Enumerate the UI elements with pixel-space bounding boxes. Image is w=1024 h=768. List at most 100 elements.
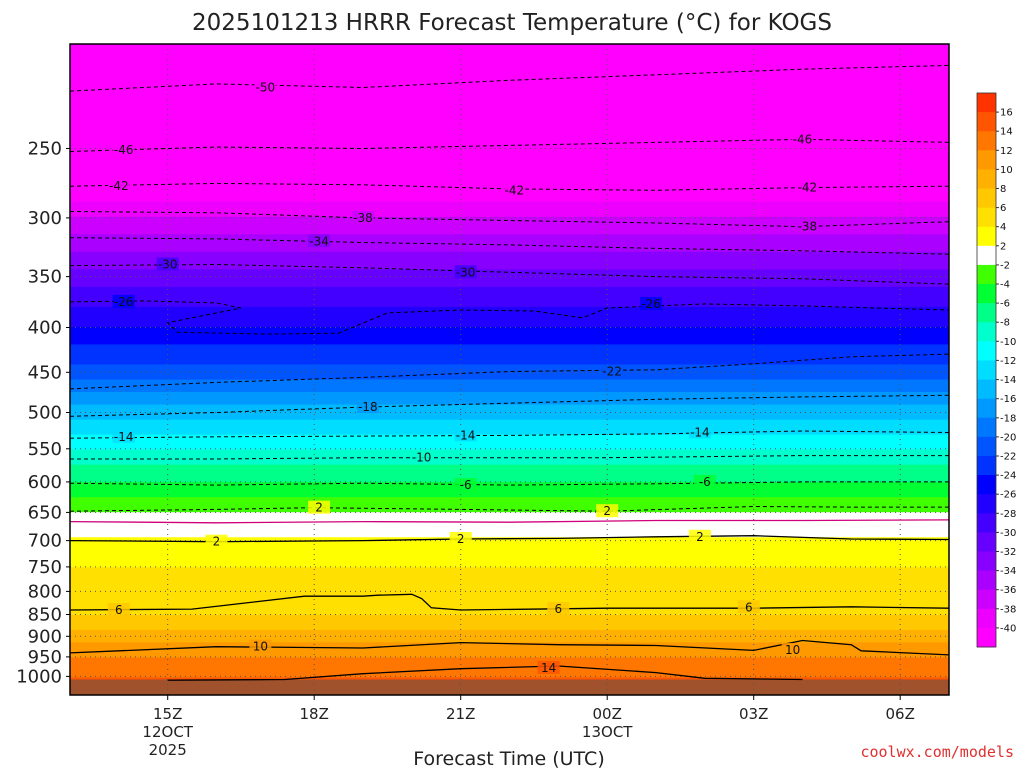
contour-label-bg — [537, 660, 560, 674]
y-tick-label: 400 — [28, 318, 62, 339]
band-cell — [70, 254, 949, 258]
band-cell — [70, 259, 949, 263]
band-cell — [70, 459, 949, 463]
colorbar-label: -32 — [1000, 547, 1016, 558]
band-cell — [70, 649, 949, 654]
band-cell — [70, 174, 949, 178]
band-cell — [70, 314, 949, 318]
band-cell — [70, 472, 949, 476]
colorbar-swatch — [977, 455, 996, 476]
band-cell — [70, 374, 949, 378]
band-cell — [70, 281, 949, 285]
band-cell — [70, 637, 949, 641]
band-cell — [70, 582, 949, 586]
band-cell — [70, 79, 949, 83]
band-cell — [70, 657, 949, 661]
colorbar-swatch — [977, 131, 996, 151]
band-cell — [70, 214, 949, 218]
x-tick-sublabel: 13OCT — [582, 723, 633, 741]
colorbar-swatch — [977, 494, 996, 514]
band-cell — [70, 61, 949, 65]
colorbar-swatch — [977, 551, 996, 571]
colorbar-swatch — [977, 188, 996, 209]
band-cell — [70, 467, 949, 471]
colorbar-swatch — [977, 93, 996, 113]
contour-label-bg — [205, 534, 228, 548]
band-cell — [70, 59, 949, 63]
band-cell — [70, 489, 949, 493]
colorbar-swatch — [977, 112, 996, 132]
contour-label-bg — [796, 219, 819, 233]
band-cell — [70, 564, 949, 568]
contour-label-bg — [640, 296, 663, 310]
band-cell — [70, 494, 949, 498]
band-cell — [70, 437, 949, 441]
band-cell — [70, 532, 949, 536]
colorbar-label: -4 — [1000, 280, 1010, 291]
band-cell — [70, 632, 949, 636]
colorbar-swatch — [977, 608, 996, 629]
band-cell — [70, 584, 949, 588]
contour-label-bg — [454, 428, 477, 442]
band-cell — [70, 131, 949, 135]
colorbar-label: -26 — [1000, 490, 1016, 501]
contour-label-bg — [454, 265, 477, 279]
contour-label: 6 — [745, 600, 753, 614]
colorbar-label: -18 — [1000, 413, 1016, 424]
band-cell — [70, 547, 949, 551]
colorbar-label: -22 — [1000, 452, 1016, 463]
band-cell — [70, 452, 949, 456]
band-cell — [70, 409, 949, 413]
band-cell — [70, 139, 949, 143]
band-cell — [70, 367, 949, 371]
band-cell — [70, 587, 949, 591]
band-cell — [70, 497, 949, 501]
contour-label: -30 — [158, 258, 178, 272]
colorbar-swatch — [977, 436, 996, 457]
band-cell — [70, 627, 949, 631]
band-cell — [70, 397, 949, 401]
band-cell — [70, 166, 949, 170]
band-cell — [70, 86, 949, 90]
colorbar-swatch — [977, 169, 996, 189]
band-cell — [70, 412, 949, 416]
band-cell — [70, 422, 949, 426]
band-cell — [70, 74, 949, 78]
band-cell — [70, 629, 949, 633]
band-cell — [70, 44, 949, 48]
contour-label-bg — [410, 450, 433, 464]
band-cell — [70, 351, 949, 356]
contour-line — [70, 300, 949, 335]
band-cell — [70, 331, 949, 336]
band-cell — [70, 114, 949, 118]
band-cell — [70, 149, 949, 153]
band-cell — [70, 56, 949, 60]
contour-line — [70, 535, 949, 543]
band-cell — [70, 251, 949, 255]
colorbar-label: 6 — [1000, 203, 1006, 214]
band-cell — [70, 554, 949, 558]
band-cell — [70, 46, 949, 50]
colorbar-swatch — [977, 284, 996, 304]
band-cell — [70, 589, 949, 593]
contour-label: 2 — [213, 535, 221, 549]
band-cell — [70, 592, 949, 596]
colorbar-label: -40 — [1000, 623, 1016, 634]
contour-label: 2 — [457, 532, 465, 546]
x-tick-label: 15Z — [153, 705, 182, 723]
colorbar-label: -12 — [1000, 356, 1016, 367]
contour-label: -14 — [690, 426, 710, 440]
credit-text[interactable]: coolwx.com/models — [860, 743, 1014, 761]
band-cell — [70, 617, 949, 621]
x-tick-label: 00Z — [593, 705, 622, 723]
band-cell — [70, 392, 949, 396]
band-cell — [70, 196, 949, 200]
band-cell — [70, 91, 949, 95]
colorbar-swatch — [977, 532, 996, 552]
band-cell — [70, 454, 949, 458]
band-cell — [70, 249, 949, 253]
colorbar-swatch — [977, 264, 996, 285]
band-cell — [70, 609, 949, 613]
band-cell — [70, 134, 949, 138]
